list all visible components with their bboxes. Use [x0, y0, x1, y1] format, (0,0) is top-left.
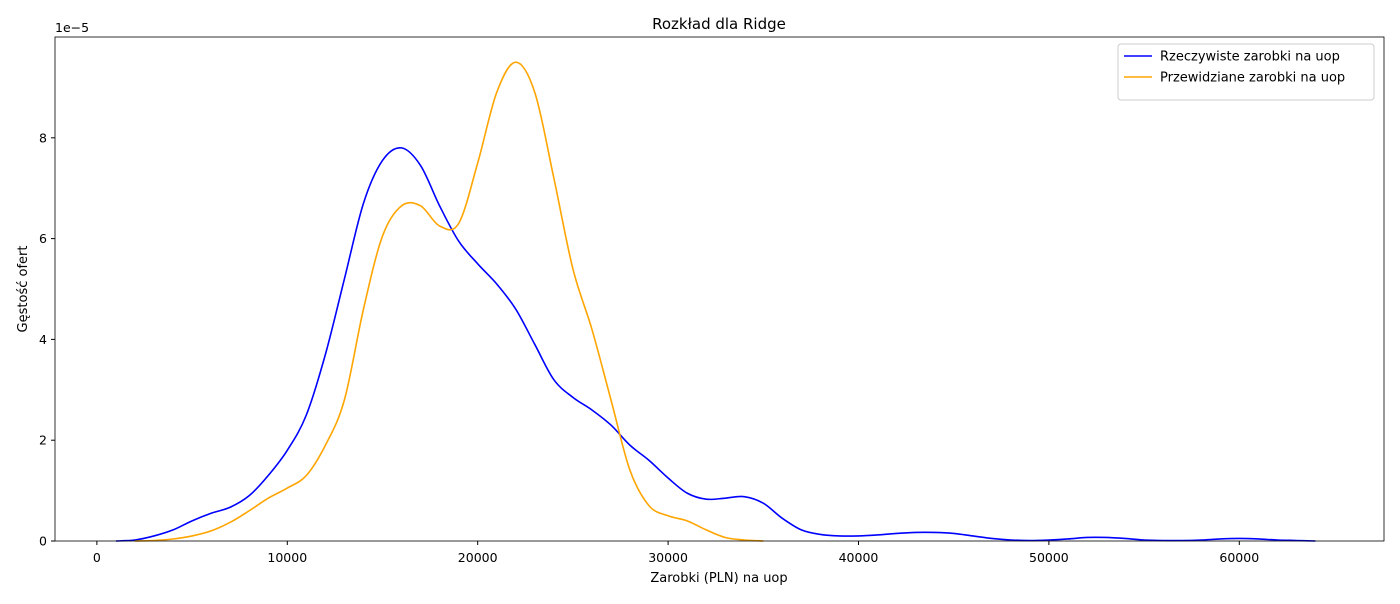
y-tick-label: 4 — [39, 332, 47, 347]
data-line — [134, 61, 764, 542]
y-tick-label: 6 — [39, 231, 47, 246]
plot-frame — [54, 36, 1385, 542]
x-tick-label: 30000 — [648, 550, 688, 565]
y-tick-label: 0 — [39, 534, 47, 549]
data-line — [115, 147, 1316, 542]
legend-label: Przewidziane zarobki na uop — [1160, 71, 1345, 86]
y-tick-label: 2 — [39, 433, 47, 448]
legend: Rzeczywiste zarobki na uop Przewidziane z… — [1117, 43, 1375, 101]
x-tick-label: 10000 — [267, 550, 307, 565]
y-axis-label: Gęstość ofert — [16, 246, 31, 333]
legend-box — [1117, 43, 1375, 101]
y-offset-label: 1e−5 — [55, 20, 89, 35]
chart-title: Rozkład dla Ridge — [652, 15, 786, 33]
x-axis-label: Zarobki (PLN) na uop — [650, 571, 787, 586]
x-tick-label: 60000 — [1219, 550, 1259, 565]
x-tick-label: 20000 — [458, 550, 498, 565]
x-tick-label: 40000 — [839, 550, 879, 565]
y-tick-label: 8 — [39, 130, 47, 145]
x-tick-label: 50000 — [1029, 550, 1069, 565]
x-tick-label: 0 — [93, 550, 101, 565]
legend-label: Rzeczywiste zarobki na uop — [1160, 50, 1340, 65]
